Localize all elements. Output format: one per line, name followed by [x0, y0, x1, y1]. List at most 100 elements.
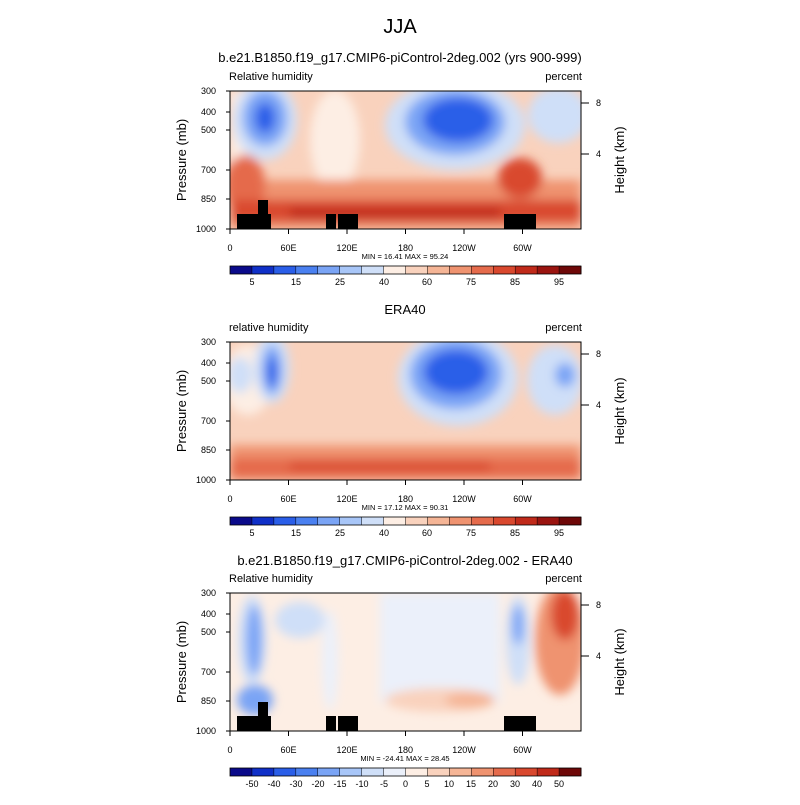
colorbar-swatch: [493, 266, 516, 274]
y-axis-title-right: Height (km): [612, 377, 627, 444]
field-blobs: [237, 593, 581, 715]
x-tick-label: 0: [227, 243, 232, 253]
colorbar-swatch: [471, 266, 494, 274]
colorbar-swatch: [273, 266, 297, 274]
field-blobs: [230, 91, 581, 229]
colorbar-swatch: [230, 768, 253, 776]
colorbar-labels: 5 15 25 40 60 75 85 95: [249, 528, 564, 538]
y-axis-right: 8 4: [581, 349, 601, 410]
units-label: percent: [545, 322, 582, 334]
height-tick-label: 4: [596, 400, 601, 410]
colorbar-swatch: [339, 517, 363, 525]
colorbar-label: 75: [466, 277, 476, 287]
colorbar-swatch: [537, 768, 560, 776]
y-axis-left: 300 400 500 700 850 1000: [196, 86, 230, 234]
colorbar-label: 15: [291, 277, 301, 287]
y-tick-label: 300: [201, 337, 216, 347]
height-tick-label: 4: [596, 651, 601, 661]
colorbar-swatch: [383, 768, 406, 776]
panel-era40: ERA40 relative humidity percent: [174, 302, 627, 538]
colorbar-frame: [229, 265, 582, 275]
colorbar-swatch: [383, 517, 406, 525]
colorbar-swatch: [251, 517, 275, 525]
colorbar-frame: [229, 516, 582, 526]
y-tick-label: 300: [201, 86, 216, 96]
colorbar-swatch: [493, 768, 516, 776]
topography-mask: [237, 200, 536, 229]
x-tick-label: 60W: [513, 243, 532, 253]
x-tick-label: 60E: [280, 494, 296, 504]
colorbar-swatch: [405, 517, 428, 525]
x-tick-label: 120W: [452, 494, 476, 504]
y-axis-title: Pressure (mb): [174, 370, 189, 452]
y-axis-left: 300 400 500 700 850 1000: [196, 588, 230, 736]
colorbar-swatch: [295, 266, 319, 274]
colorbar-swatch: [471, 517, 494, 525]
x-tick-label: 180: [398, 494, 413, 504]
colorbar-swatch: [515, 768, 538, 776]
colorbar-label: 0: [403, 779, 408, 789]
panel-model: b.e21.B1850.f19_g17.CMIP6-piControl-2deg…: [174, 50, 627, 287]
x-tick-label: 60W: [513, 494, 532, 504]
x-tick-label: 60E: [280, 243, 296, 253]
contour-field: [230, 593, 581, 731]
y-axis-title-right: Height (km): [612, 126, 627, 193]
x-axis: 0 60E 120E 180 120W 60W: [227, 229, 532, 253]
colorbar-swatch: [405, 266, 428, 274]
colorbar-swatch: [559, 266, 582, 274]
x-axis: 0 60E 120E 180 120W 60W: [227, 731, 532, 755]
colorbar-swatch: [361, 768, 385, 776]
colorbar-label: 95: [554, 277, 564, 287]
colorbar-swatch: [427, 768, 450, 776]
y-tick-label: 400: [201, 609, 216, 619]
colorbar-swatch: [317, 266, 341, 274]
colorbar-swatch: [339, 768, 363, 776]
field-blobs: [230, 342, 581, 480]
x-tick-label: 120E: [336, 745, 357, 755]
colorbar-swatch: [405, 768, 428, 776]
colorbar-labels: 5 15 25 40 60 75 85 95: [249, 277, 564, 287]
colorbar: [229, 516, 582, 526]
main-title: JJA: [383, 16, 417, 38]
x-tick-label: 120W: [452, 745, 476, 755]
colorbar-swatch: [515, 266, 538, 274]
colorbar-swatch: [317, 768, 341, 776]
y-axis-title-right: Height (km): [612, 628, 627, 695]
colorbar: [229, 265, 582, 275]
x-tick-label: 0: [227, 494, 232, 504]
colorbar-swatch: [537, 517, 560, 525]
y-tick-label: 400: [201, 358, 216, 368]
x-tick-label: 120E: [336, 494, 357, 504]
colorbar-swatch: [449, 517, 472, 525]
colorbar-swatch: [559, 768, 582, 776]
y-tick-label: 500: [201, 125, 216, 135]
y-tick-label: 850: [201, 445, 216, 455]
y-axis-right: 8 4: [581, 98, 601, 159]
colorbar-label: -50: [245, 779, 258, 789]
y-axis-title: Pressure (mb): [174, 621, 189, 703]
y-tick-label: 500: [201, 627, 216, 637]
y-axis-title: Pressure (mb): [174, 119, 189, 201]
height-tick-label: 8: [596, 600, 601, 610]
y-tick-label: 500: [201, 376, 216, 386]
colorbar-label: 60: [422, 277, 432, 287]
colorbar-swatch: [449, 768, 472, 776]
variable-label: Relative humidity: [229, 573, 313, 585]
colorbar-label: -15: [333, 779, 346, 789]
colorbar-label: 60: [422, 528, 432, 538]
colorbar-swatch: [230, 266, 253, 274]
variable-label: relative humidity: [229, 322, 309, 334]
colorbar-swatch: [295, 517, 319, 525]
colorbar-label: -30: [289, 779, 302, 789]
colorbar-swatch: [251, 768, 275, 776]
colorbar-frame: [229, 767, 582, 777]
colorbar-label: 30: [510, 779, 520, 789]
panel-title: ERA40: [384, 302, 425, 317]
colorbar-swatch: [537, 266, 560, 274]
variable-label: Relative humidity: [229, 71, 313, 83]
x-tick-label: 180: [398, 243, 413, 253]
panel-difference: b.e21.B1850.f19_g17.CMIP6-piControl-2deg…: [174, 553, 627, 789]
colorbar-label: -20: [311, 779, 324, 789]
colorbar-label: 15: [291, 528, 301, 538]
